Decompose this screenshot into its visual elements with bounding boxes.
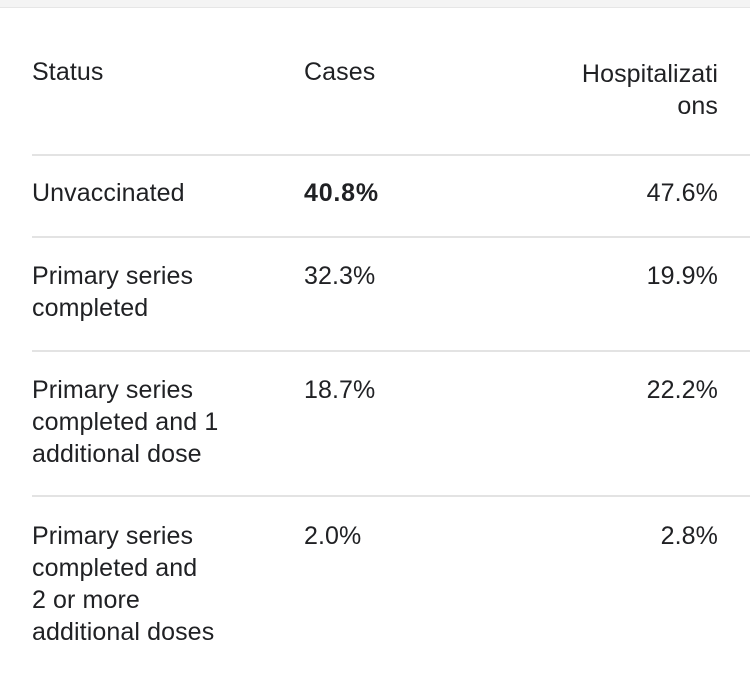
header-hospitalizations-line2: ons	[677, 92, 718, 120]
header-hospitalizations-line1: Hospitalizati	[581, 60, 718, 88]
table-row-3-hospitalizations: 22.2%	[646, 376, 718, 404]
top-strip	[0, 0, 750, 7]
status-line: completed and 1	[32, 408, 219, 436]
row-divider	[32, 495, 750, 497]
table-row-4-hospitalizations: 2.8%	[660, 522, 718, 550]
status-line: completed and	[32, 554, 198, 582]
header-hospitalizations: Hospitalizati ons	[518, 58, 718, 122]
table-row-2-cases: 32.3%	[304, 262, 376, 290]
header-cases: Cases	[304, 58, 376, 86]
status-line: completed	[32, 294, 149, 322]
status-line: Primary series	[32, 522, 194, 550]
table-row-2-hospitalizations: 19.9%	[646, 262, 718, 290]
table-row-1-cases: 40.8%	[304, 179, 379, 207]
table-row-3-status: Primary series completed and 1 additiona…	[32, 374, 282, 470]
header-status: Status	[32, 58, 104, 86]
top-divider	[0, 7, 750, 8]
status-line: additional doses	[32, 618, 215, 646]
table-row-4-cases: 2.0%	[304, 522, 362, 550]
status-line: Primary series	[32, 262, 194, 290]
status-line: 2 or more	[32, 586, 140, 614]
row-divider	[32, 236, 750, 238]
table-row-1-hospitalizations: 47.6%	[646, 179, 718, 207]
status-line: Primary series	[32, 376, 194, 404]
table-row-3-cases: 18.7%	[304, 376, 376, 404]
status-line: additional dose	[32, 440, 202, 468]
status-line: Unvaccinated	[32, 179, 185, 207]
row-divider	[32, 350, 750, 352]
table-row-4-status: Primary series completed and 2 or more a…	[32, 520, 282, 648]
row-divider	[32, 154, 750, 156]
table-row-1-status: Unvaccinated	[32, 177, 282, 209]
table-row-2-status: Primary series completed	[32, 260, 282, 324]
